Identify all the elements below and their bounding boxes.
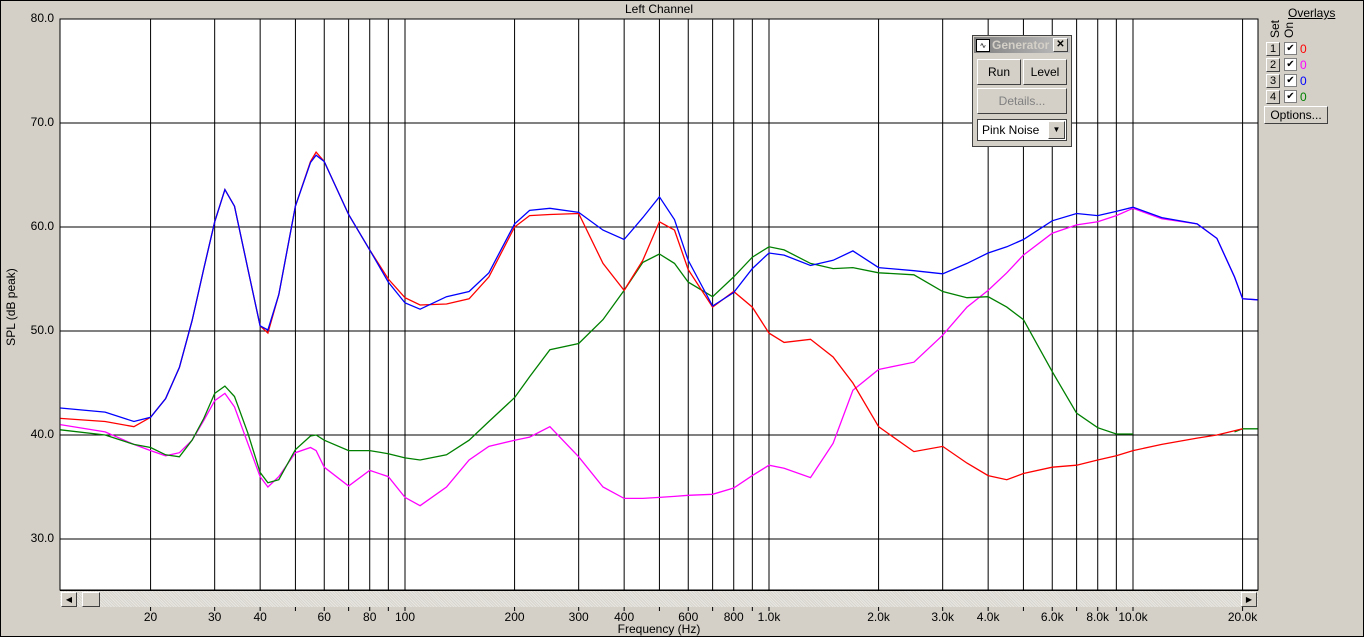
generator-titlebar[interactable]: ∿ Generator ✕: [974, 37, 1070, 53]
x-tick-label: 4.0k: [976, 610, 1000, 624]
x-tick-label: 60: [317, 610, 331, 624]
y-tick-label: 60.0: [30, 219, 54, 233]
x-tick-label: 800: [723, 610, 744, 624]
x-tick-label: 400: [614, 610, 635, 624]
series-line-1: [60, 207, 1258, 507]
overlay-on-checkbox[interactable]: ✔: [1284, 42, 1297, 55]
level-button[interactable]: Level: [1023, 59, 1067, 85]
overlay-row: 2 ✔ 0: [1266, 58, 1336, 72]
x-tick-label: 3.0k: [931, 610, 955, 624]
y-tick-label: 30.0: [30, 531, 54, 545]
x-tick-label: 600: [678, 610, 699, 624]
overlay-row: 3 ✔ 0: [1266, 74, 1336, 88]
overlay-value: 0: [1300, 42, 1307, 56]
x-tick-label: 8.0k: [1086, 610, 1110, 624]
overlay-value: 0: [1300, 74, 1307, 88]
x-tick-label: 20: [143, 610, 158, 624]
x-tick-label: 100: [394, 610, 416, 624]
y-tick-label: 70.0: [30, 115, 54, 129]
overlay-value: 0: [1300, 90, 1307, 104]
waveform-icon: ∿: [976, 39, 990, 52]
close-icon[interactable]: ✕: [1053, 38, 1068, 52]
x-tick-label: 6.0k: [1040, 610, 1064, 624]
on-column-label: On: [1282, 21, 1296, 38]
scroll-right-arrow-icon[interactable]: ▶: [1241, 592, 1257, 607]
x-tick-label: 10.0k: [1118, 610, 1148, 624]
x-tick-label: 200: [504, 610, 525, 624]
signal-type-select[interactable]: Pink Noise ▼: [977, 119, 1067, 141]
x-tick-label: 40: [253, 610, 267, 624]
overlay-on-checkbox[interactable]: ✔: [1284, 74, 1297, 87]
x-axis-label: Frequency (Hz): [617, 622, 701, 636]
y-tick-label: 80.0: [30, 11, 54, 25]
signal-type-value: Pink Noise: [982, 123, 1040, 137]
generator-panel: ∿ Generator ✕ Run Level Details... Pink …: [972, 35, 1072, 147]
series-line-4: [60, 154, 1258, 423]
y-axis-label: SPL (dB peak): [4, 268, 18, 346]
overlay-set-button[interactable]: 1: [1266, 42, 1280, 56]
overlay-on-checkbox[interactable]: ✔: [1284, 58, 1297, 71]
x-tick-label: 2.0k: [867, 610, 890, 624]
overlays-panel: Overlays Set On 1 ✔ 0 2 ✔ 0 3 ✔ 0 4 ✔ 0 Options...: [1262, 0, 1362, 130]
run-button[interactable]: Run: [977, 59, 1021, 85]
overlay-row: 4 ✔ 0: [1266, 90, 1336, 104]
scrollbar-thumb[interactable]: [82, 592, 100, 607]
set-column-label: Set: [1268, 19, 1282, 38]
options-button[interactable]: Options...: [1264, 106, 1328, 124]
x-tick-label: 300: [568, 610, 589, 624]
horizontal-scrollbar[interactable]: ◀ ▶: [60, 590, 1258, 607]
scroll-left-arrow-icon[interactable]: ◀: [61, 592, 77, 607]
y-tick-label: 50.0: [30, 323, 54, 337]
overlay-on-checkbox[interactable]: ✔: [1284, 90, 1297, 103]
x-tick-label: 20.0k: [1227, 610, 1258, 624]
overlay-set-button[interactable]: 3: [1266, 74, 1280, 88]
chevron-down-icon[interactable]: ▼: [1048, 121, 1065, 139]
x-tick-label: 80: [363, 610, 377, 624]
overlay-set-button[interactable]: 4: [1266, 90, 1280, 104]
chart-title: Left Channel: [624, 2, 694, 16]
overlay-row: 1 ✔ 0: [1266, 42, 1336, 56]
x-tick-label: 30: [207, 610, 222, 624]
overlays-title[interactable]: Overlays: [1288, 6, 1336, 20]
y-tick-label: 40.0: [30, 427, 54, 441]
overlay-value: 0: [1300, 58, 1307, 72]
generator-title: Generator: [992, 38, 1050, 52]
overlay-set-button[interactable]: 2: [1266, 58, 1280, 72]
x-tick-label: 1.0k: [757, 610, 781, 624]
details-button[interactable]: Details...: [977, 88, 1067, 114]
